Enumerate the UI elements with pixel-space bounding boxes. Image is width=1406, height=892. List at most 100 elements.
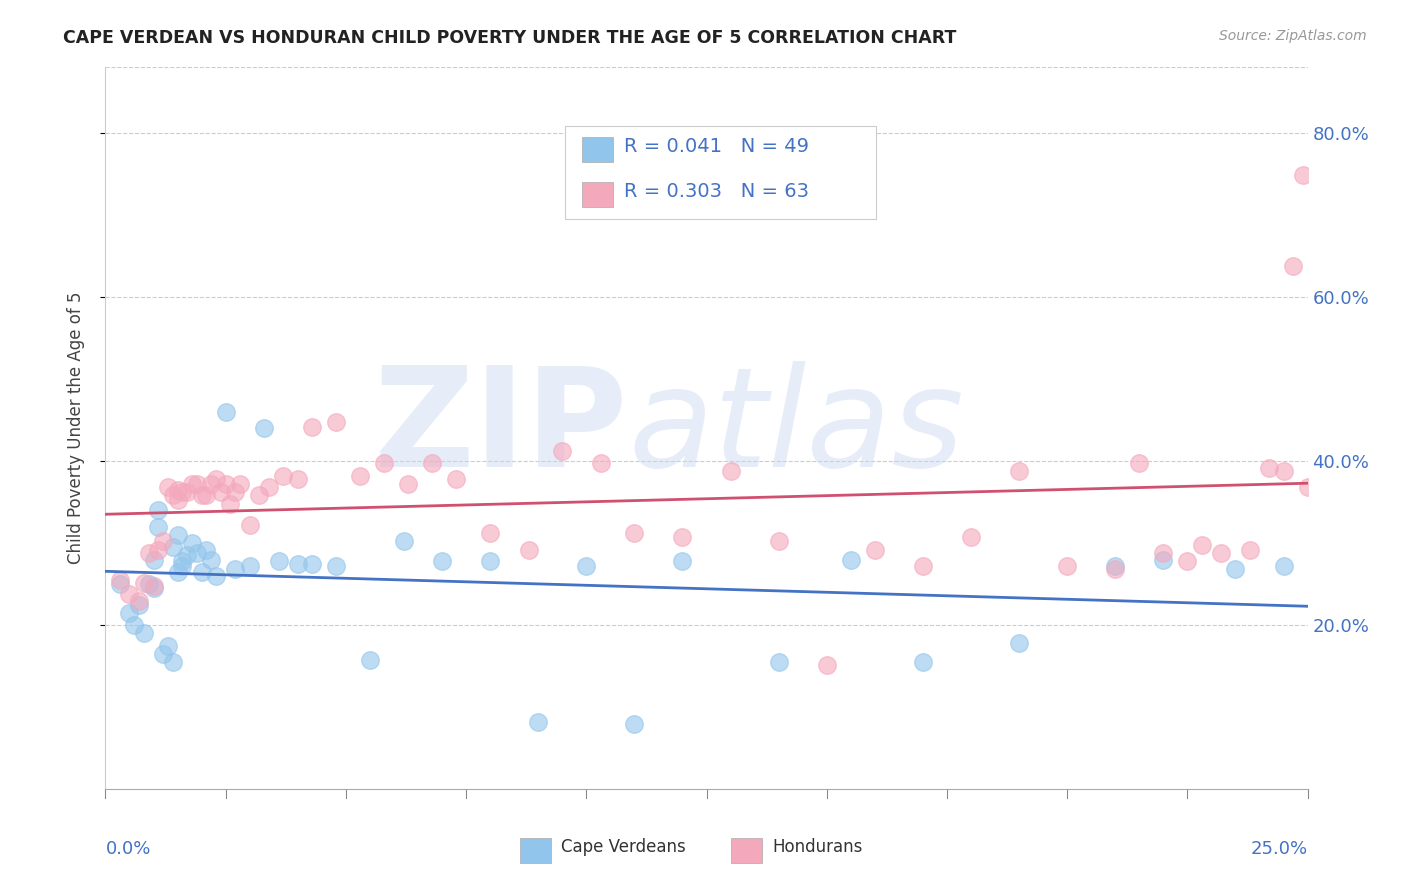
Point — [960, 530, 983, 544]
Point — [181, 536, 204, 550]
Text: 25.0%: 25.0% — [1250, 840, 1308, 858]
Point — [124, 618, 146, 632]
Point — [911, 559, 934, 574]
Point — [205, 569, 228, 583]
Point — [142, 581, 165, 595]
Point — [911, 655, 934, 669]
Point — [1128, 456, 1150, 470]
Point — [839, 552, 862, 566]
Point — [205, 472, 228, 486]
Point — [551, 444, 574, 458]
Point — [209, 485, 232, 500]
Point — [132, 575, 155, 590]
Point — [589, 456, 612, 470]
Point — [128, 598, 150, 612]
Y-axis label: Child Poverty Under the Age of 5: Child Poverty Under the Age of 5 — [66, 292, 84, 565]
Text: 0.0%: 0.0% — [105, 840, 150, 858]
Point — [186, 477, 208, 491]
Point — [190, 565, 212, 579]
Point — [186, 546, 208, 560]
Text: R = 0.303   N = 63: R = 0.303 N = 63 — [624, 182, 810, 201]
Point — [1152, 552, 1174, 566]
Point — [1272, 559, 1295, 574]
Point — [166, 483, 188, 497]
Point — [162, 655, 184, 669]
Point — [118, 606, 141, 620]
Point — [214, 477, 236, 491]
Point — [224, 485, 246, 500]
Point — [768, 534, 790, 549]
Point — [1177, 554, 1199, 568]
Text: atlas: atlas — [628, 360, 965, 496]
Point — [720, 464, 742, 478]
Point — [118, 587, 141, 601]
Point — [239, 518, 262, 533]
Point — [138, 577, 160, 591]
Point — [1258, 460, 1281, 475]
Point — [200, 477, 222, 491]
Point — [1008, 464, 1031, 478]
Point — [1272, 464, 1295, 478]
Point — [527, 715, 550, 730]
Point — [156, 480, 179, 494]
Point — [1104, 562, 1126, 576]
Point — [1239, 542, 1261, 557]
Point — [267, 554, 290, 568]
Point — [138, 546, 160, 560]
Point — [301, 419, 323, 434]
Point — [166, 565, 188, 579]
Point — [325, 415, 347, 429]
Point — [1225, 562, 1247, 576]
Point — [247, 488, 270, 502]
Point — [325, 559, 347, 574]
Point — [1056, 559, 1078, 574]
Point — [287, 472, 309, 486]
Point — [1008, 636, 1031, 650]
Text: Hondurans: Hondurans — [772, 838, 862, 856]
Point — [181, 477, 204, 491]
Point — [623, 716, 645, 731]
Point — [148, 519, 170, 533]
Point — [156, 639, 179, 653]
Point — [219, 497, 242, 511]
Text: ZIP: ZIP — [374, 360, 628, 496]
Point — [142, 552, 165, 566]
Point — [392, 534, 415, 549]
Point — [479, 554, 502, 568]
Point — [108, 577, 131, 591]
Text: CAPE VERDEAN VS HONDURAN CHILD POVERTY UNDER THE AGE OF 5 CORRELATION CHART: CAPE VERDEAN VS HONDURAN CHILD POVERTY U… — [63, 29, 956, 47]
Point — [1191, 538, 1213, 552]
Point — [517, 542, 540, 557]
Point — [214, 405, 236, 419]
Point — [1152, 546, 1174, 560]
Point — [359, 653, 381, 667]
Text: Cape Verdeans: Cape Verdeans — [561, 838, 686, 856]
Point — [166, 528, 188, 542]
Point — [396, 477, 419, 491]
Point — [1209, 546, 1232, 560]
Point — [148, 503, 170, 517]
Point — [195, 488, 218, 502]
Point — [128, 593, 150, 607]
Point — [176, 549, 198, 563]
Point — [172, 559, 194, 574]
Point — [301, 557, 323, 571]
Point — [623, 526, 645, 541]
Text: Source: ZipAtlas.com: Source: ZipAtlas.com — [1219, 29, 1367, 44]
Point — [224, 562, 246, 576]
Point — [1104, 559, 1126, 574]
Point — [257, 480, 280, 494]
Point — [287, 557, 309, 571]
Point — [239, 559, 262, 574]
Point — [422, 456, 444, 470]
Point — [148, 542, 170, 557]
Point — [200, 552, 222, 566]
Point — [430, 554, 453, 568]
Point — [373, 456, 395, 470]
Point — [349, 468, 371, 483]
Point — [229, 477, 252, 491]
Point — [172, 485, 194, 500]
Point — [575, 559, 598, 574]
Point — [108, 573, 131, 587]
Point — [479, 526, 502, 541]
